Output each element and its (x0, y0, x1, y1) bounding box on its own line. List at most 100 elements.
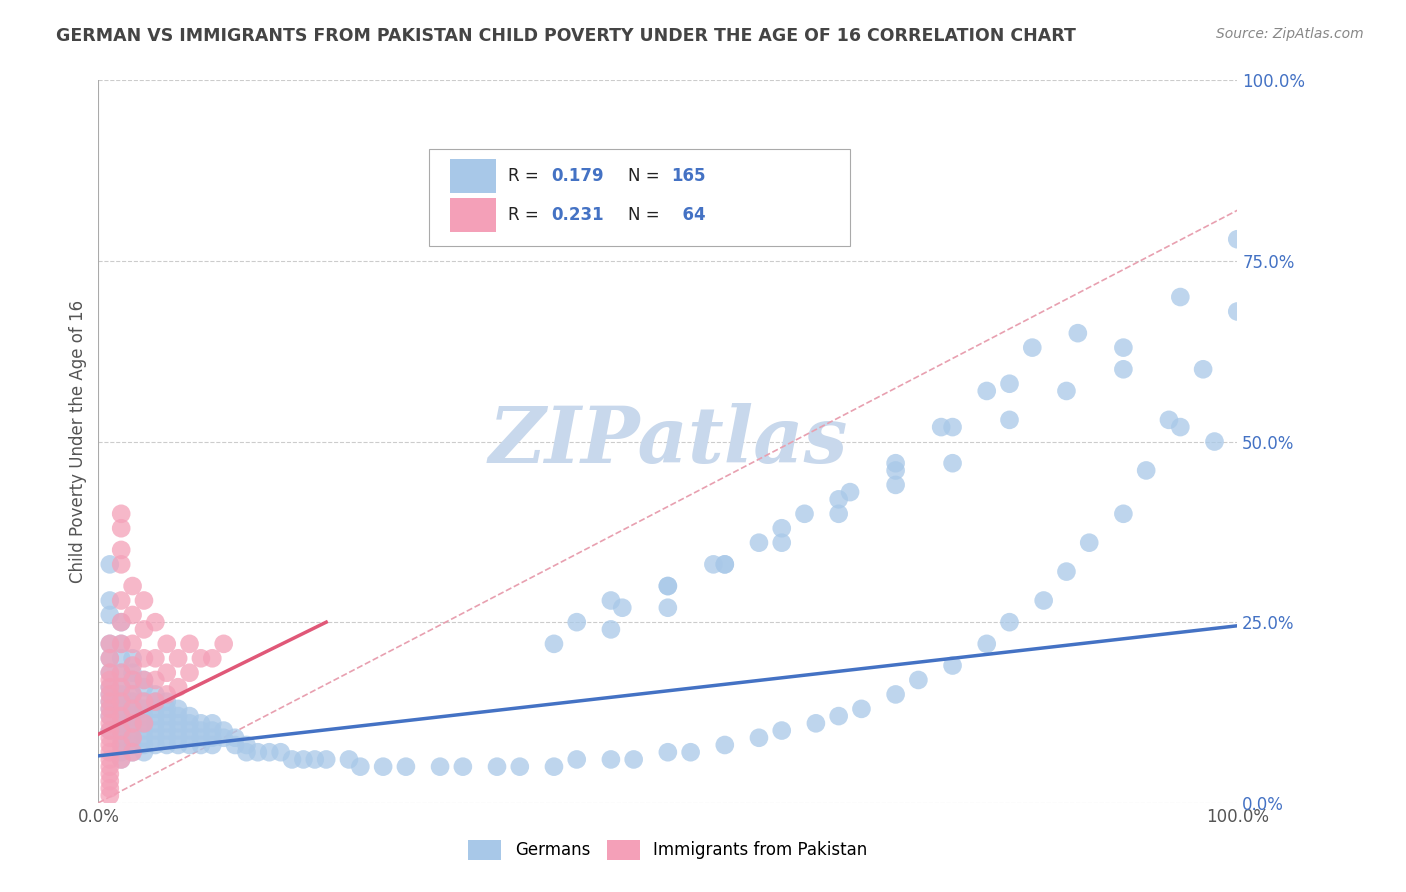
Point (976, 384, 998, 398)
Point (179, 709, 201, 723)
Point (942, 420, 965, 434)
Point (98, 709, 121, 723)
Point (110, 558, 132, 572)
Point (167, 723, 190, 738)
Point (190, 716, 212, 731)
Point (98, 731, 121, 745)
Point (1135, 463, 1157, 477)
Point (770, 535, 793, 549)
Point (98, 695, 121, 709)
Point (793, 507, 815, 521)
Point (395, 760, 418, 774)
Point (565, 615, 588, 630)
Point (110, 731, 132, 745)
Text: R =: R = (509, 206, 544, 225)
Point (121, 673, 143, 687)
Point (121, 702, 143, 716)
Point (179, 665, 201, 680)
Point (1170, 290, 1192, 304)
Point (156, 709, 179, 723)
Point (98, 637, 121, 651)
Point (156, 665, 179, 680)
Point (121, 607, 143, 622)
Point (110, 665, 132, 680)
Point (1192, 362, 1215, 376)
Point (98, 687, 121, 701)
Point (600, 593, 623, 607)
Point (304, 752, 326, 766)
Point (145, 673, 167, 687)
Point (132, 695, 155, 709)
Point (145, 716, 167, 731)
Text: GERMAN VS IMMIGRANTS FROM PAKISTAN CHILD POVERTY UNDER THE AGE OF 16 CORRELATION: GERMAN VS IMMIGRANTS FROM PAKISTAN CHILD… (56, 27, 1076, 45)
Point (132, 680, 155, 694)
Text: N =: N = (628, 206, 665, 225)
Point (98, 723, 121, 738)
Point (110, 752, 132, 766)
Point (110, 593, 132, 607)
Point (1067, 326, 1090, 340)
Point (110, 637, 132, 651)
Point (600, 623, 623, 637)
Point (98, 781, 121, 796)
Point (179, 723, 201, 738)
Point (1112, 362, 1135, 376)
Point (98, 651, 121, 665)
Point (167, 651, 190, 665)
Point (942, 456, 965, 470)
Point (110, 651, 132, 665)
Point (132, 695, 155, 709)
Point (110, 665, 132, 680)
Point (98, 702, 121, 716)
Point (235, 745, 257, 759)
Point (884, 456, 907, 470)
Text: 0.179: 0.179 (551, 168, 605, 186)
Text: 64: 64 (671, 206, 706, 225)
Point (748, 535, 770, 549)
Point (121, 695, 143, 709)
Point (121, 738, 143, 752)
Point (179, 738, 201, 752)
Point (828, 492, 851, 507)
Point (110, 723, 132, 738)
Point (121, 716, 143, 731)
Point (657, 579, 679, 593)
Point (281, 752, 304, 766)
Point (121, 637, 143, 651)
Point (907, 673, 929, 687)
Point (1157, 413, 1180, 427)
Point (884, 463, 907, 477)
Point (110, 709, 132, 723)
Point (235, 738, 257, 752)
Point (156, 637, 179, 651)
Point (110, 680, 132, 694)
Point (337, 752, 360, 766)
FancyBboxPatch shape (429, 149, 851, 246)
Point (246, 745, 269, 759)
Point (110, 738, 132, 752)
Point (132, 709, 155, 723)
Point (612, 600, 634, 615)
Point (132, 593, 155, 607)
Point (1078, 535, 1101, 549)
Point (98, 637, 121, 651)
Point (98, 767, 121, 781)
Point (884, 687, 907, 701)
Point (190, 738, 212, 752)
Point (98, 607, 121, 622)
Point (167, 680, 190, 694)
Point (132, 738, 155, 752)
Point (145, 731, 167, 745)
Point (110, 615, 132, 630)
Point (998, 615, 1021, 630)
Point (132, 702, 155, 716)
Point (145, 709, 167, 723)
Point (98, 752, 121, 766)
Point (156, 723, 179, 738)
Point (292, 752, 315, 766)
Point (714, 558, 737, 572)
Text: ZIPatlas: ZIPatlas (488, 403, 848, 480)
Point (132, 745, 155, 759)
Point (121, 731, 143, 745)
Point (121, 687, 143, 701)
